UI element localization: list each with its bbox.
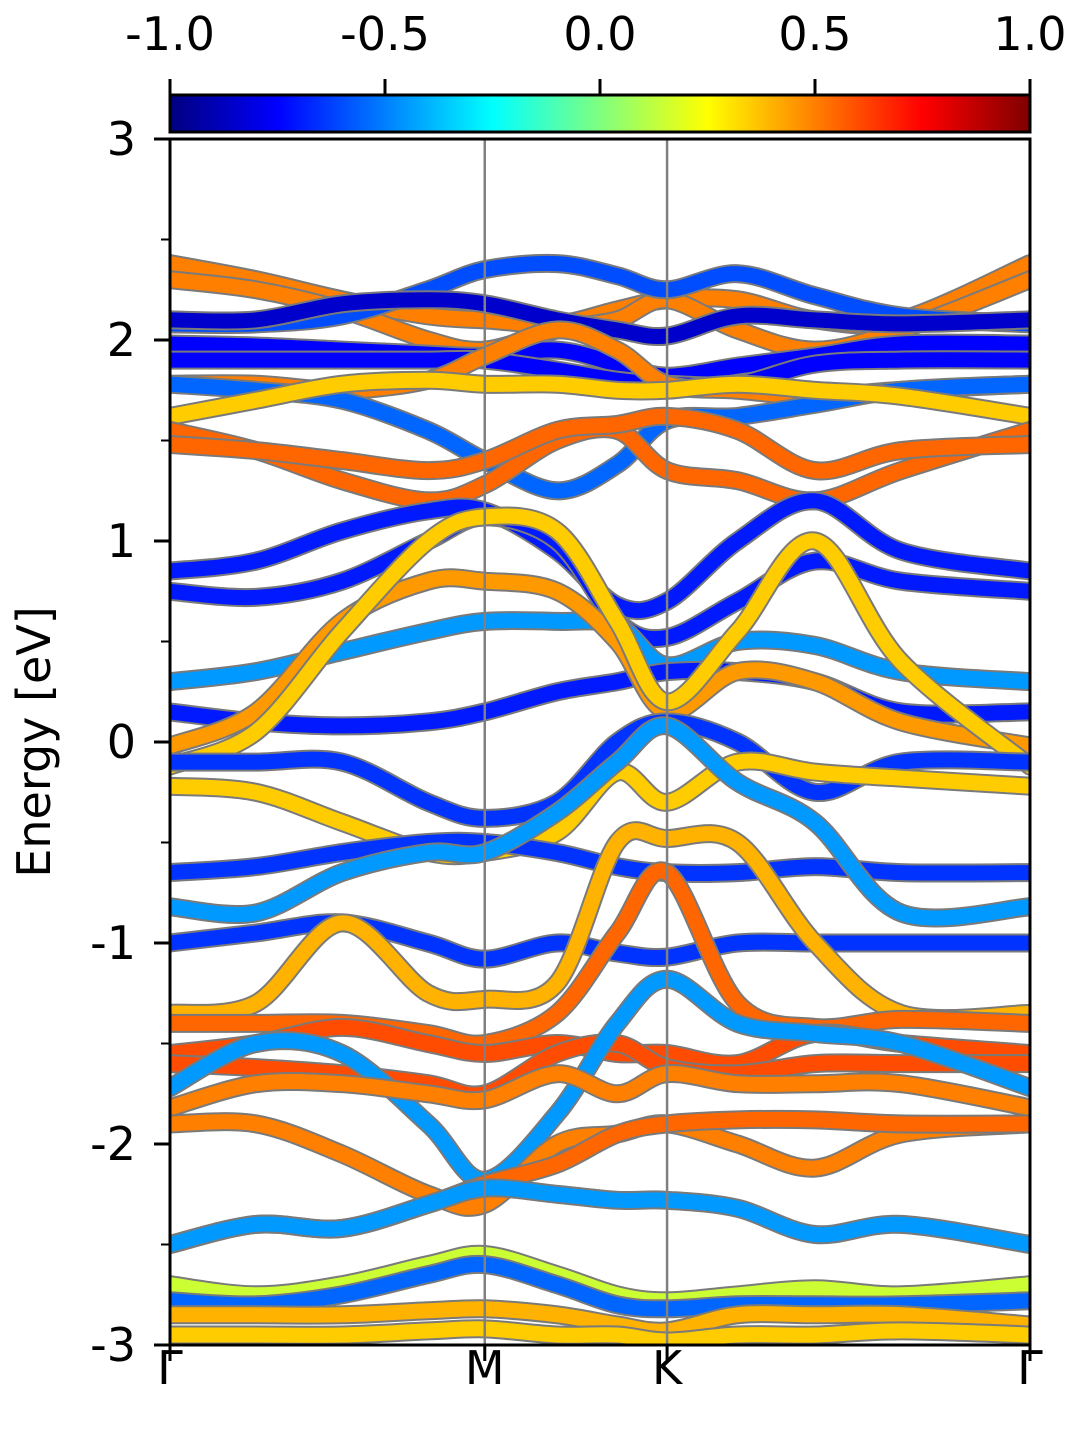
y-tick-label: 0 <box>107 715 136 769</box>
band-line <box>170 508 1030 774</box>
band-line <box>170 1035 1030 1103</box>
x-tick-label: K <box>652 1341 684 1395</box>
colorbar-tick-label: 0.0 <box>563 7 636 61</box>
band-line <box>170 408 1030 479</box>
colorbar-gradient <box>168 93 1032 134</box>
band-line <box>170 1180 1030 1252</box>
band-line <box>170 1301 1030 1339</box>
band-line <box>170 1114 1030 1215</box>
colorbar-tick-label: -0.5 <box>340 7 430 61</box>
x-tick-label: M <box>465 1341 505 1395</box>
y-axis: 3 2 1 0 -1 -2 -3 <box>90 112 170 1372</box>
band-line <box>170 1066 1030 1116</box>
y-axis-title: Energy [eV] <box>7 606 61 877</box>
y-tick-label: 3 <box>107 112 136 166</box>
colorbar-tick-label: -1.0 <box>125 7 215 61</box>
x-tick-label: Γ <box>157 1341 183 1395</box>
band-line <box>170 570 1030 754</box>
x-tick-label: Γ <box>1017 1341 1043 1395</box>
band-line <box>170 1246 1030 1309</box>
band-line <box>170 718 1030 926</box>
y-tick-label: 1 <box>107 514 136 568</box>
band-line <box>170 292 1030 345</box>
band-line <box>170 351 1030 394</box>
y-tick-label: -2 <box>90 1117 136 1171</box>
high-symmetry-lines <box>483 139 669 1345</box>
band-line <box>170 372 1030 424</box>
colorbar: -1.0 -0.5 0.0 0.5 1.0 <box>125 7 1067 134</box>
y-tick-label: 2 <box>107 313 136 367</box>
colorbar-tick-label: 1.0 <box>993 7 1066 61</box>
band-line <box>170 823 1030 1027</box>
colorbar-tick-label: 0.5 <box>778 7 851 61</box>
band-line <box>170 335 1030 384</box>
band-line <box>170 1321 1030 1345</box>
band-lines <box>170 253 1030 1345</box>
band-line <box>170 255 1030 333</box>
colorbar-ticks: -1.0 -0.5 0.0 0.5 1.0 <box>125 7 1067 95</box>
y-tick-label: -1 <box>90 916 136 970</box>
y-tick-label: -3 <box>90 1318 136 1372</box>
